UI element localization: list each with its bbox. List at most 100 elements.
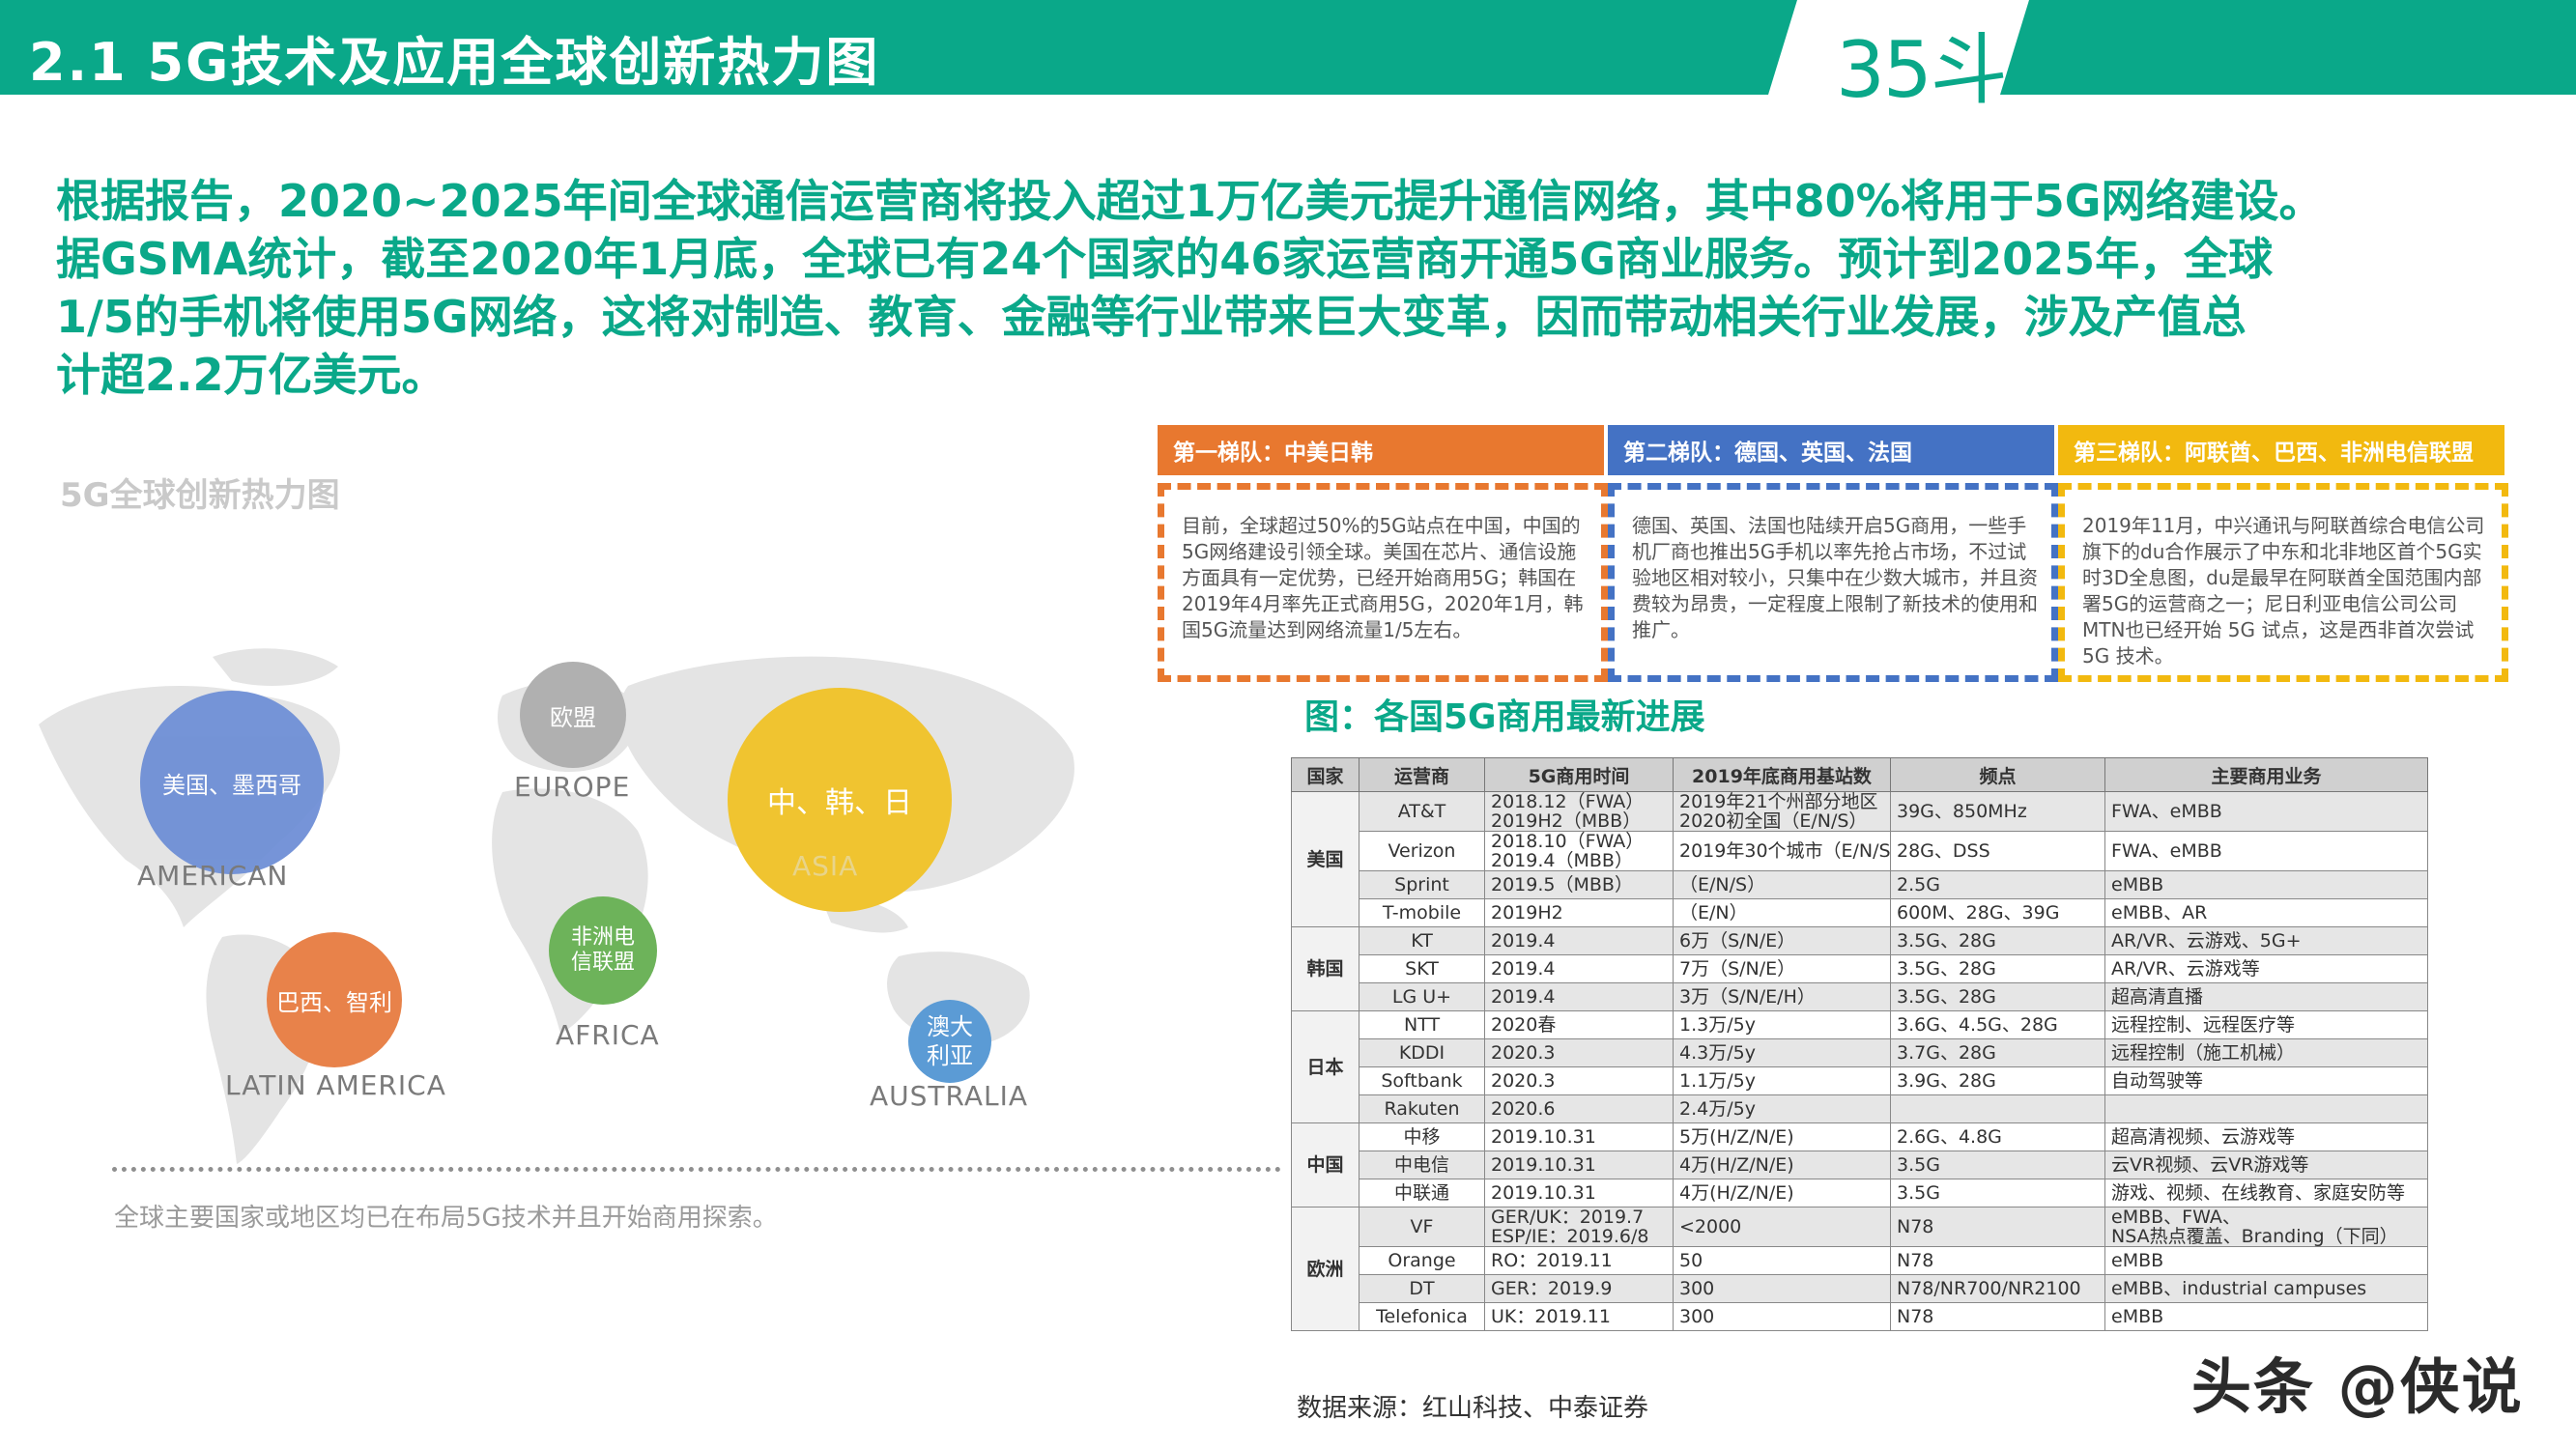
table-cell: FWA、eMBB <box>2104 831 2428 871</box>
bubble-label: 欧盟 <box>550 703 596 731</box>
column-header: 5G商用时间 <box>1484 757 1674 792</box>
country-cell: 美国 <box>1291 791 1360 927</box>
table-row: KDDI 2020.3 4.3万/5y 3.7G、28G 远程控制（施工机械） <box>1292 1038 2428 1067</box>
table-cell: 2.6G、4.8G <box>1890 1122 2105 1151</box>
carrier-cell: Telefonica <box>1359 1302 1485 1331</box>
table-cell: 2020.3 <box>1484 1038 1674 1067</box>
table-cell: 300 <box>1673 1302 1891 1331</box>
tier-1-text: 目前，全球超过50%的5G站点在中国，中国的5G网络建设引领全球。美国在芯片、通… <box>1182 514 1584 641</box>
carrier-cell: KT <box>1359 926 1485 955</box>
table-cell: N78 <box>1890 1246 2105 1275</box>
table-cell: AR/VR、云游戏、5G+ <box>2104 926 2428 955</box>
carrier-cell: NTT <box>1359 1010 1485 1039</box>
country-cell: 中国 <box>1291 1122 1360 1208</box>
table-cell: 3.5G <box>1890 1179 2105 1208</box>
table-cell: 2019.4 <box>1484 982 1674 1011</box>
header-band: 2.1 5G技术及应用全球创新热力图 <box>0 0 2576 95</box>
table-cell: 2019.4 <box>1484 954 1674 983</box>
carrier-cell: 中移 <box>1359 1122 1485 1151</box>
carrier-cell: Softbank <box>1359 1066 1485 1095</box>
column-header: 运营商 <box>1359 757 1485 792</box>
table-cell <box>1890 1094 2105 1123</box>
table-cell: eMBB <box>2104 1302 2428 1331</box>
table-cell: 39G、850MHz <box>1890 791 2105 832</box>
watermark: 头条 @侠说 <box>2191 1351 2524 1422</box>
table-cell: 2020.6 <box>1484 1094 1674 1123</box>
table-cell: 1.3万/5y <box>1673 1010 1891 1039</box>
world-map: 美国、墨西哥 欧盟 中、韩、日 非洲电信联盟 巴西、智利 澳大利亚 AMERIC… <box>29 638 1111 1179</box>
intro-paragraph: 根据报告，2020~2025年间全球通信运营商将投入超过1万亿美元提升通信网络，… <box>56 172 2530 404</box>
table-cell: 50 <box>1673 1246 1891 1275</box>
country-cell: 韩国 <box>1291 926 1360 1011</box>
5g-progress-table: 国家 运营商 5G商用时间 2019年底商用基站数 频点 主要商用业务 美国 AT… <box>1291 757 2428 1370</box>
table-cell: 5万(H/Z/N/E) <box>1673 1122 1891 1151</box>
table-title: 图：各国5G商用最新进展 <box>1304 697 1705 737</box>
intro-line: 1/5的手机将使用5G网络，这将对制造、教育、金融等行业带来巨大变革，因而带动相… <box>56 291 2247 343</box>
table-cell: 自动驾驶等 <box>2104 1066 2428 1095</box>
table-cell: eMBB <box>2104 870 2428 899</box>
table-cell: 3.5G <box>1890 1151 2105 1179</box>
intro-line: 计超2.2万亿美元。 <box>56 349 446 401</box>
table-cell: 2019.4 <box>1484 926 1674 955</box>
table-cell: <2000 <box>1673 1207 1891 1247</box>
table-cell: 2019.10.31 <box>1484 1179 1674 1208</box>
table-row: 日本 NTT 2020春 1.3万/5y 3.6G、4.5G、28G 远程控制、远程医疗等 <box>1291 1010 2428 1123</box>
table-cell: eMBB、industrial campuses <box>2104 1274 2428 1303</box>
table-cell: N78 <box>1890 1302 2105 1331</box>
bubble-australia: 澳大利亚 <box>908 1000 991 1083</box>
table-row: 中联通 2019.10.31 4万(H/Z/N/E) 3.5G 游戏、视频、在线教育、家… <box>1292 1179 2428 1208</box>
table-cell: 远程控制（施工机械） <box>2104 1038 2428 1067</box>
column-header: 国家 <box>1291 757 1360 792</box>
table-cell: 3.6G、4.5G、28G <box>1890 1010 2105 1039</box>
carrier-cell: Verizon <box>1359 831 1485 871</box>
region-label-asia: ASIA <box>792 850 859 882</box>
carrier-cell: AT&T <box>1359 791 1485 832</box>
table-cell: eMBB、AR <box>2104 898 2428 927</box>
tier-2-header: 第二梯队：德国、英国、法国 <box>1608 425 2054 475</box>
table-row: LG U+ 2019.4 3万（S/N/E/H） 3.5G、28G 超高清直播 <box>1292 982 2428 1011</box>
table-cell: 3.7G、28G <box>1890 1038 2105 1067</box>
table-cell: FWA、eMBB <box>2104 791 2428 832</box>
bubble-europe: 欧盟 <box>520 662 626 768</box>
table-cell: eMBB、FWA、 NSA热点覆盖、Branding（下同） <box>2104 1207 2428 1247</box>
carrier-cell: KDDI <box>1359 1038 1485 1067</box>
table-cell: 28G、DSS <box>1890 831 2105 871</box>
brand-logo: 35斗 <box>1836 25 2008 115</box>
table-cell: eMBB <box>2104 1246 2428 1275</box>
tier-3-text: 2019年11月，中兴通讯与阿联酋综合电信公司旗下的du合作展示了中东和北非地区… <box>2082 514 2485 668</box>
tier-2-text: 德国、英国、法国也陆续开启5G商用，一些手机厂商也推出5G手机以率先抢占市场，不… <box>1632 514 2038 641</box>
intro-line: 根据报告，2020~2025年间全球通信运营商将投入超过1万亿美元提升通信网络，… <box>56 175 2324 227</box>
table-cell: 2018.12（FWA） 2019H2（MBB） <box>1484 791 1674 832</box>
table-cell: 2018.10（FWA） 2019.4（MBB） <box>1484 831 1674 871</box>
table-row: 美国 AT&T 2018.12（FWA） 2019H2（MBB） 2019年21个州部… <box>1291 791 2428 927</box>
table-cell: 3.5G、28G <box>1890 982 2105 1011</box>
table-cell: 远程控制、远程医疗等 <box>2104 1010 2428 1039</box>
divider <box>112 1167 1281 1172</box>
column-header: 2019年底商用基站数 <box>1673 757 1891 792</box>
table-cell: GER：2019.9 <box>1484 1274 1674 1303</box>
carrier-cell: 中联通 <box>1359 1179 1485 1208</box>
tier-1-box: 目前，全球超过50%的5G站点在中国，中国的5G网络建设引领全球。美国在芯片、通… <box>1158 483 1608 682</box>
bubble-latin-america: 巴西、智利 <box>267 932 402 1067</box>
table-cell: 300 <box>1673 1274 1891 1303</box>
table-row: 欧洲 VF GER/UK：2019.7 ESP/IE：2019.6/8 <2000 N7… <box>1291 1207 2428 1331</box>
table-row: DT GER：2019.9 300 N78/NR700/NR2100 eMBB、indu… <box>1292 1274 2428 1303</box>
carrier-cell: VF <box>1359 1207 1485 1247</box>
bubble-america: 美国、墨西哥 <box>140 691 324 874</box>
country-cell: 日本 <box>1291 1010 1360 1123</box>
table-row: SKT 2019.4 7万（S/N/E） 3.5G、28G AR/VR、云游戏等 <box>1292 954 2428 983</box>
tier-3-box: 2019年11月，中兴通讯与阿联酋综合电信公司旗下的du合作展示了中东和北非地区… <box>2058 483 2508 682</box>
table-row: Orange RO：2019.11 50 N78 eMBB <box>1292 1246 2428 1275</box>
table-cell: 超高清视频、云游戏等 <box>2104 1122 2428 1151</box>
table-cell: 6万（S/N/E） <box>1673 926 1891 955</box>
carrier-cell: T-mobile <box>1359 898 1485 927</box>
table-cell: AR/VR、云游戏等 <box>2104 954 2428 983</box>
region-label-europe: EUROPE <box>514 771 631 803</box>
tier-2-box: 德国、英国、法国也陆续开启5G商用，一些手机厂商也推出5G手机以率先抢占市场，不… <box>1608 483 2058 682</box>
logo-panel <box>1768 0 2058 95</box>
bubble-label: 澳大利亚 <box>927 1013 973 1069</box>
column-header: 频点 <box>1890 757 2105 792</box>
table-cell: （E/N） <box>1673 898 1891 927</box>
table-cell: （E/N/S） <box>1673 870 1891 899</box>
table-cell: RO：2019.11 <box>1484 1246 1674 1275</box>
